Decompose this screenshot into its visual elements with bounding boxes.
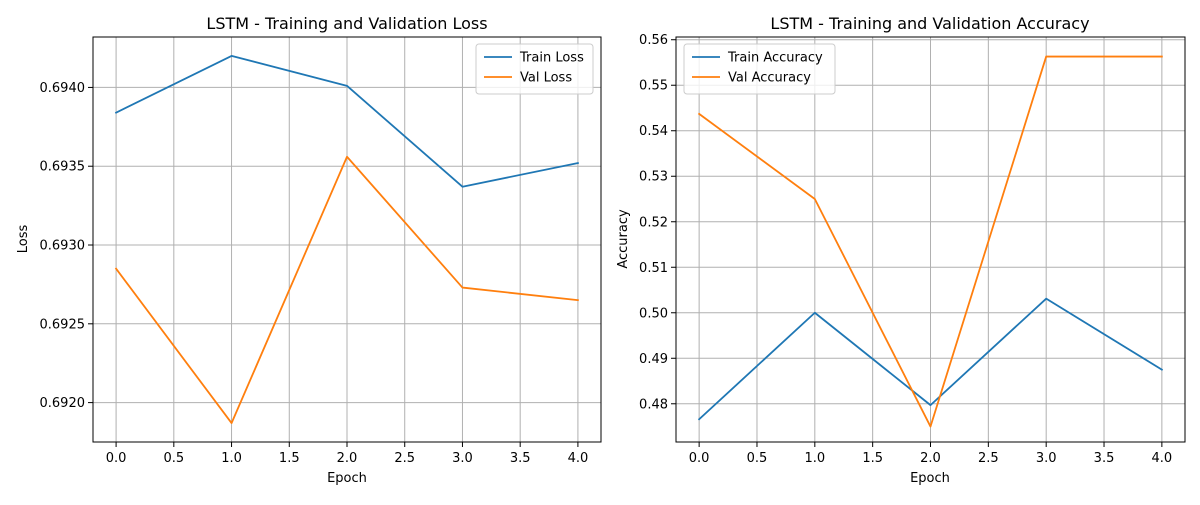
loss-xtick-label-3: 1.5 <box>279 451 300 466</box>
loss-chart-title: LSTM - Training and Validation Loss <box>206 14 487 33</box>
loss-xtick-label-0: 0.0 <box>106 451 127 466</box>
accuracy-plot-frame <box>675 36 1186 443</box>
loss-xtick-label-5: 2.5 <box>394 451 415 466</box>
accuracy-xtick-label-0: 0.0 <box>689 451 710 466</box>
loss-legend: Train Loss Val Loss <box>475 43 594 95</box>
loss-xtick-label-8: 4.0 <box>568 451 589 466</box>
accuracy-legend-label-0: Train Accuracy <box>727 51 823 66</box>
loss-ytick-label-1: 0.6925 <box>40 317 86 332</box>
loss-xtick-label-2: 1.0 <box>221 451 242 466</box>
accuracy-legend: Train Accuracy Val Accuracy <box>683 43 836 95</box>
accuracy-chart-ylabel: Accuracy <box>616 209 631 269</box>
loss-ytick-label-2: 0.6930 <box>40 239 86 254</box>
loss-xtick-label-6: 3.0 <box>452 451 473 466</box>
accuracy-xtick-label-3: 1.5 <box>862 451 883 466</box>
accuracy-ytick-label-8: 0.56 <box>639 33 668 48</box>
accuracy-xtick-label-6: 3.0 <box>1036 451 1057 466</box>
loss-ytick-label-0: 0.6920 <box>40 396 86 411</box>
accuracy-ytick-label-1: 0.49 <box>639 352 668 367</box>
accuracy-ytick-label-6: 0.54 <box>639 124 668 139</box>
accuracy-ytick-label-3: 0.51 <box>639 261 668 276</box>
accuracy-legend-box <box>683 43 836 95</box>
accuracy-chart: LSTM - Training and Validation Accuracy … <box>616 14 1186 486</box>
accuracy-series-line-1 <box>697 55 1163 428</box>
accuracy-xtick-label-4: 2.0 <box>920 451 941 466</box>
loss-chart-xlabel: Epoch <box>327 471 367 486</box>
accuracy-ytick-label-7: 0.55 <box>639 79 668 94</box>
loss-legend-label-0: Train Loss <box>519 51 584 66</box>
accuracy-xtick-label-7: 3.5 <box>1094 451 1115 466</box>
accuracy-xtick-label-5: 2.5 <box>978 451 999 466</box>
loss-xtick-label-1: 0.5 <box>163 451 184 466</box>
accuracy-ytick-label-4: 0.52 <box>639 215 668 230</box>
accuracy-xtick-label-2: 1.0 <box>804 451 825 466</box>
loss-ytick-label-4: 0.6940 <box>40 81 86 96</box>
loss-chart-ylabel: Loss <box>16 225 31 254</box>
accuracy-xtick-label-1: 0.5 <box>747 451 768 466</box>
accuracy-ytick-label-0: 0.48 <box>639 397 668 412</box>
accuracy-chart-xlabel: Epoch <box>910 471 950 486</box>
loss-series-line-1 <box>114 155 579 424</box>
accuracy-xtick-label-8: 4.0 <box>1152 451 1173 466</box>
accuracy-chart-title: LSTM - Training and Validation Accuracy <box>770 14 1089 33</box>
accuracy-ytick-label-2: 0.50 <box>639 306 668 321</box>
accuracy-ytick-label-5: 0.53 <box>639 170 668 185</box>
accuracy-series-line-0 <box>697 297 1164 421</box>
loss-xtick-label-4: 2.0 <box>337 451 358 466</box>
loss-legend-label-1: Val Loss <box>520 71 572 86</box>
accuracy-legend-label-1: Val Accuracy <box>728 71 811 86</box>
loss-xtick-label-7: 3.5 <box>510 451 531 466</box>
loss-plot-frame <box>92 36 602 443</box>
loss-ytick-label-3: 0.6935 <box>40 160 86 175</box>
loss-series-line-0 <box>114 55 579 188</box>
loss-chart: LSTM - Training and Validation Loss Epoc… <box>16 14 602 486</box>
